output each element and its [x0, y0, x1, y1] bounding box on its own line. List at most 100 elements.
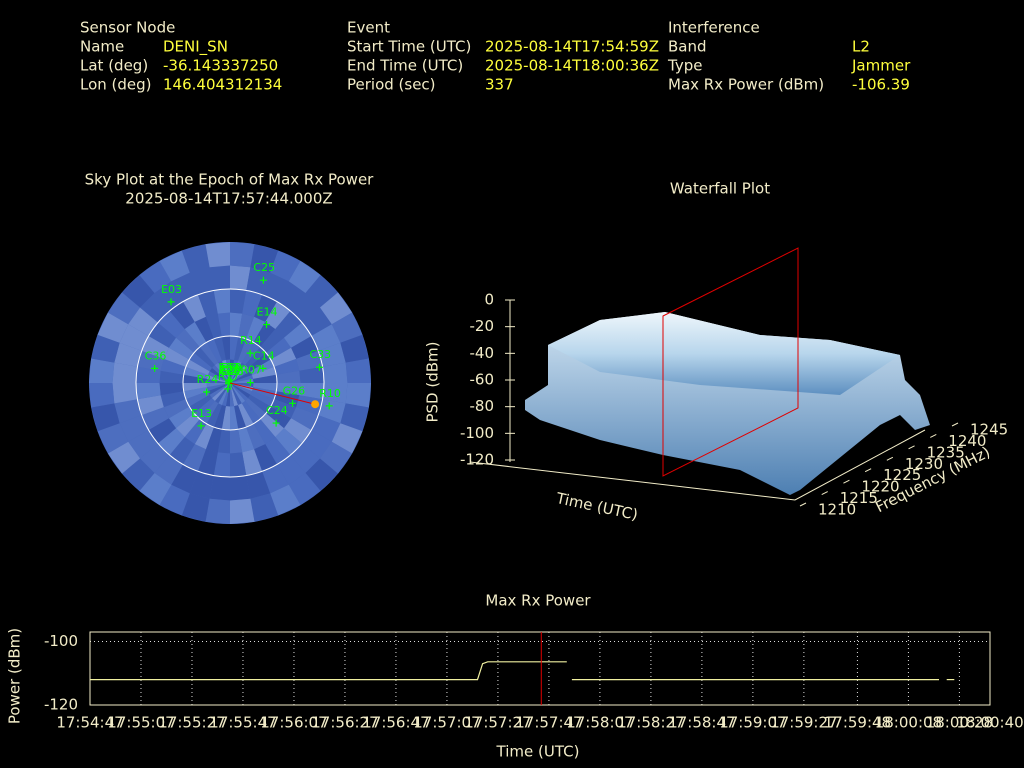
sky-cell — [158, 428, 185, 455]
sky-cell — [206, 378, 230, 383]
sky-cell — [183, 294, 206, 322]
z-tick-label: -100 — [460, 424, 494, 442]
x-tick-label: 17:54:47 — [56, 714, 123, 732]
sky-cell — [230, 362, 246, 383]
satellite-label: R10 — [319, 387, 341, 400]
x-tick-label: 17:57:47 — [515, 714, 582, 732]
sky-cell — [290, 293, 320, 323]
sky-cell — [230, 375, 254, 383]
sky-cell — [160, 358, 186, 375]
sky-cell — [91, 334, 120, 363]
sky-cell — [248, 352, 271, 372]
sky-cell — [159, 250, 190, 282]
field-value: Jammer — [851, 57, 911, 75]
sky-cell — [230, 242, 255, 268]
sky-cell — [276, 383, 301, 396]
satellite-marker — [289, 399, 297, 407]
z-label: PSD (dBm) — [424, 341, 442, 422]
sky-cell — [205, 427, 222, 453]
x-tick-label: 18:00:28 — [926, 714, 993, 732]
sky-cell — [213, 336, 226, 361]
satellite-label: E03 — [161, 283, 182, 296]
sky-cell — [171, 272, 198, 302]
sky-cell — [158, 311, 185, 338]
sky-cell — [246, 471, 271, 499]
sky-cell — [214, 383, 230, 404]
sky-cell — [107, 441, 140, 474]
satellite-label: E14 — [257, 306, 278, 319]
sky-cell — [230, 429, 243, 454]
sky-cell — [148, 322, 176, 348]
sky-cell — [214, 362, 230, 383]
freq-tick-label: 1245 — [970, 421, 1008, 439]
freq-tick — [843, 479, 850, 484]
sky-cell — [253, 374, 277, 383]
sky-cell — [254, 294, 277, 322]
satellite-marker — [203, 388, 211, 396]
satellite-label: R24 — [197, 373, 219, 386]
sky-cell — [154, 455, 183, 485]
sky-cell — [265, 437, 291, 465]
x-tick-label: 17:56:07 — [260, 714, 327, 732]
sky-cell — [340, 334, 369, 363]
field-label: Type — [667, 57, 702, 75]
sky-cell — [205, 242, 230, 268]
field-label: Lon (deg) — [80, 76, 152, 94]
sky-cell — [318, 342, 346, 367]
sky-cell — [270, 250, 301, 282]
sky-cell — [183, 374, 207, 383]
sky-cell — [163, 347, 190, 367]
sky-cell — [114, 342, 142, 367]
sky-cell — [246, 267, 271, 295]
sky-cell — [302, 430, 332, 459]
sky-cell — [331, 423, 363, 454]
sky-cell — [159, 370, 184, 383]
sky-cell — [183, 383, 207, 392]
satellite-marker — [259, 276, 267, 284]
freq-tick-label: 1225 — [883, 466, 921, 484]
sky-cell — [206, 383, 230, 391]
sky-cell — [322, 362, 348, 383]
chart-title: Waterfall Plot — [670, 180, 770, 198]
sky-cell — [274, 358, 300, 375]
plot-frame — [89, 631, 991, 706]
sky-cell — [230, 475, 251, 501]
sky-cell — [238, 403, 254, 428]
satellite-marker — [151, 364, 159, 372]
sky-cell — [277, 281, 306, 311]
freq-tick-label: 1215 — [840, 489, 878, 507]
sky-cell — [277, 455, 306, 485]
field-label: End Time (UTC) — [347, 57, 463, 75]
field-label: Period (sec) — [347, 76, 436, 94]
sky-cell — [159, 383, 184, 396]
satellite-label: C33 — [309, 348, 331, 361]
sky-cell — [197, 449, 218, 476]
sky-cell — [331, 312, 363, 343]
sky-cell — [217, 312, 230, 337]
satellite-marker — [197, 422, 205, 430]
field-label: Name — [80, 38, 124, 56]
sky-cell — [194, 316, 214, 343]
sky-cell — [206, 338, 222, 363]
section-title: Interference — [668, 19, 760, 37]
x-tick-label: 17:56:27 — [311, 714, 378, 732]
sky-cell — [230, 360, 242, 383]
waterfall-surface — [469, 247, 930, 501]
sky-cell — [171, 464, 198, 494]
freq-tick-label: 1235 — [927, 443, 965, 461]
sky-cell — [302, 307, 332, 336]
sky-cell — [266, 337, 292, 360]
field-value: 146.404312134 — [163, 76, 282, 94]
satellite-label: E07 — [219, 361, 240, 374]
sky-cell — [112, 383, 138, 404]
satellite-marker — [246, 379, 254, 387]
sky-cell — [320, 292, 353, 325]
sky-cell — [140, 443, 170, 473]
sky-cell — [128, 307, 158, 336]
sky-cell — [320, 441, 353, 474]
sky-cell — [139, 473, 172, 506]
sky-cell — [322, 383, 348, 404]
freq-tick — [930, 433, 937, 438]
sky-cell — [136, 383, 161, 400]
sky-cell — [141, 407, 169, 430]
